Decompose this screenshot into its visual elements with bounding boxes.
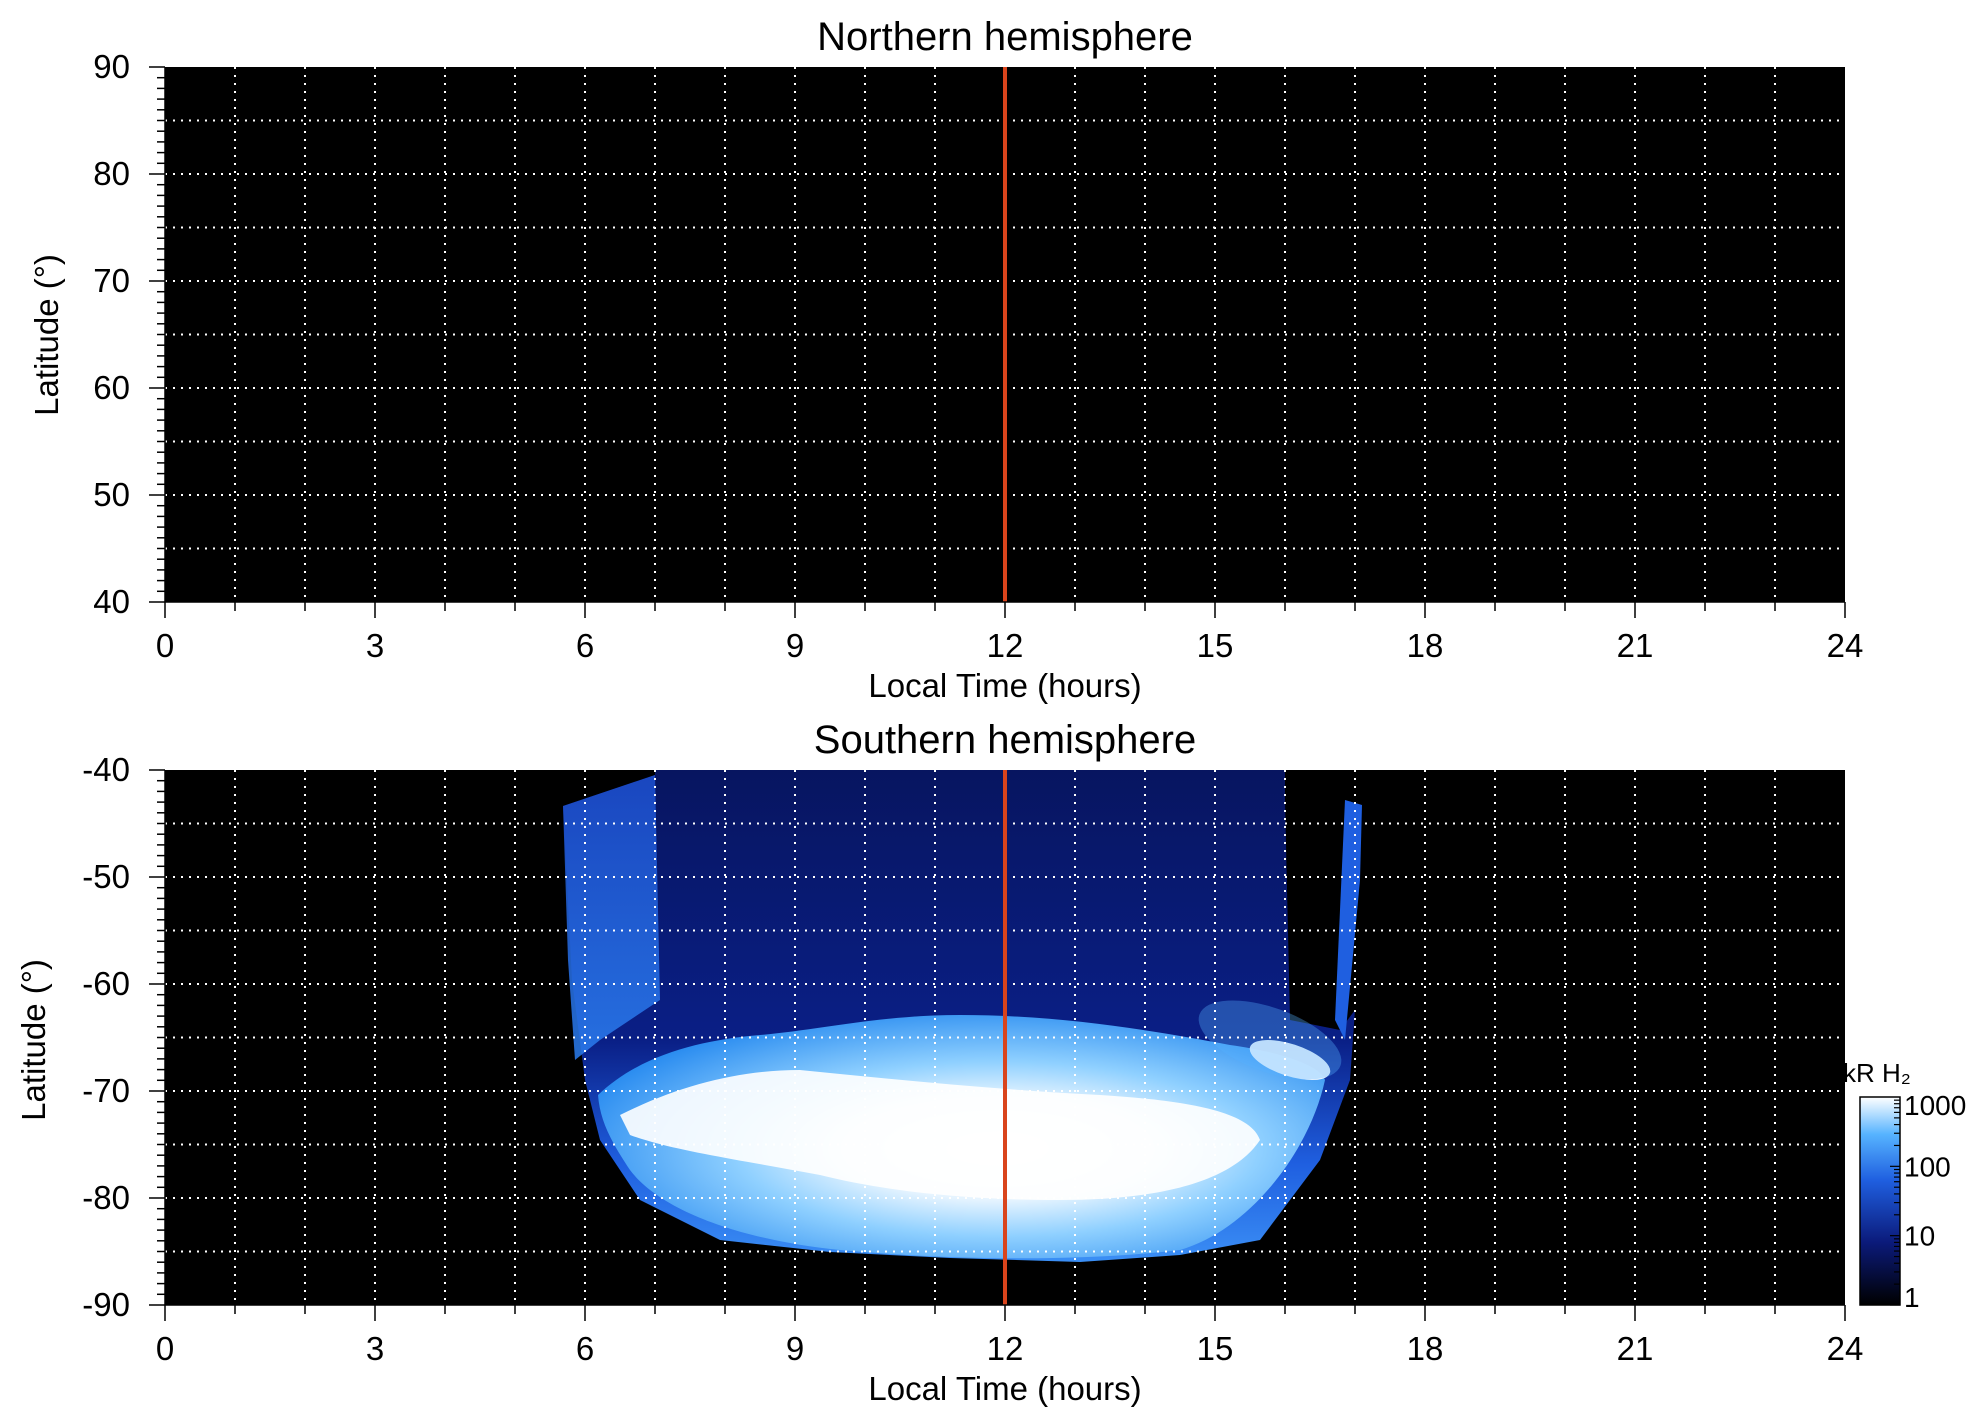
x-tick-label: 3: [366, 627, 384, 664]
colorbar-tick-label: 1: [1904, 1282, 1920, 1313]
y-tick-label: 90: [93, 48, 130, 85]
x-tick-label: 24: [1827, 627, 1864, 664]
y-tick-label: -90: [82, 1286, 130, 1323]
colorbar-ticks: 1000 100 10 1: [1890, 1090, 1966, 1313]
colorbar-scale: [1859, 1096, 1901, 1306]
southern-x-axis: 0 3 6 9 12 15 18 21 24: [156, 1304, 1864, 1367]
x-tick-label: 15: [1197, 627, 1234, 664]
southern-emission-map: [563, 770, 1362, 1262]
x-tick-label: 18: [1407, 627, 1444, 664]
x-tick-label: 18: [1407, 1330, 1444, 1367]
y-tick-label: 40: [93, 583, 130, 620]
x-tick-label: 6: [576, 1330, 594, 1367]
x-tick-label: 0: [156, 627, 174, 664]
auroral-oval-core: [620, 1070, 1260, 1200]
y-tick-label: 80: [93, 155, 130, 192]
northern-y-axis: 90 80 70 60 50 40: [93, 48, 166, 620]
x-tick-label: 21: [1617, 1330, 1654, 1367]
dusk-hot-spot: [1249, 1039, 1331, 1081]
southern-title: Southern hemisphere: [814, 718, 1196, 762]
x-tick-label: 3: [366, 1330, 384, 1367]
y-tick-label: -40: [82, 751, 130, 788]
northern-y-label: Latitude (°): [28, 254, 65, 416]
x-tick-label: 9: [786, 627, 804, 664]
southern-panel: Southern hemisphere -40 -50 -60 -70 -80 -90 0…: [15, 718, 1863, 1407]
x-tick-label: 12: [987, 627, 1024, 664]
y-tick-label: 60: [93, 369, 130, 406]
x-tick-label: 6: [576, 627, 594, 664]
colorbar-title: kR H₂: [1843, 1058, 1911, 1088]
x-tick-label: 21: [1617, 627, 1654, 664]
southern-y-axis: -40 -50 -60 -70 -80 -90: [82, 751, 166, 1323]
y-tick-label: 50: [93, 476, 130, 513]
southern-x-label: Local Time (hours): [868, 1370, 1141, 1407]
x-tick-label: 12: [987, 1330, 1024, 1367]
northern-x-axis: 0 3 6 9 12 15 18 21 24: [156, 601, 1864, 664]
southern-y-label: Latitude (°): [15, 959, 52, 1121]
colorbar-tick-label: 10: [1904, 1221, 1935, 1252]
colorbar-tick-label: 1000: [1904, 1090, 1966, 1121]
northern-panel: Northern hemisphere 90 80 70 60 50 40 0 3 6 9 12 1…: [28, 15, 1863, 704]
x-tick-label: 9: [786, 1330, 804, 1367]
x-tick-label: 24: [1827, 1330, 1864, 1367]
y-tick-label: -50: [82, 858, 130, 895]
x-tick-label: 0: [156, 1330, 174, 1367]
colorbar-tick-label: 100: [1904, 1151, 1951, 1182]
y-tick-label: -70: [82, 1072, 130, 1109]
y-tick-label: -60: [82, 965, 130, 1002]
dawn-wall-emission: [563, 775, 660, 1060]
northern-x-label: Local Time (hours): [868, 667, 1141, 704]
y-tick-label: -80: [82, 1179, 130, 1216]
dusk-hot-spot-halo: [1198, 1000, 1342, 1080]
northern-title: Northern hemisphere: [817, 15, 1193, 59]
colorbar: kR H₂ 1000 100 10 1: [1843, 1058, 1966, 1313]
y-tick-label: 70: [93, 262, 130, 299]
x-tick-label: 15: [1197, 1330, 1234, 1367]
